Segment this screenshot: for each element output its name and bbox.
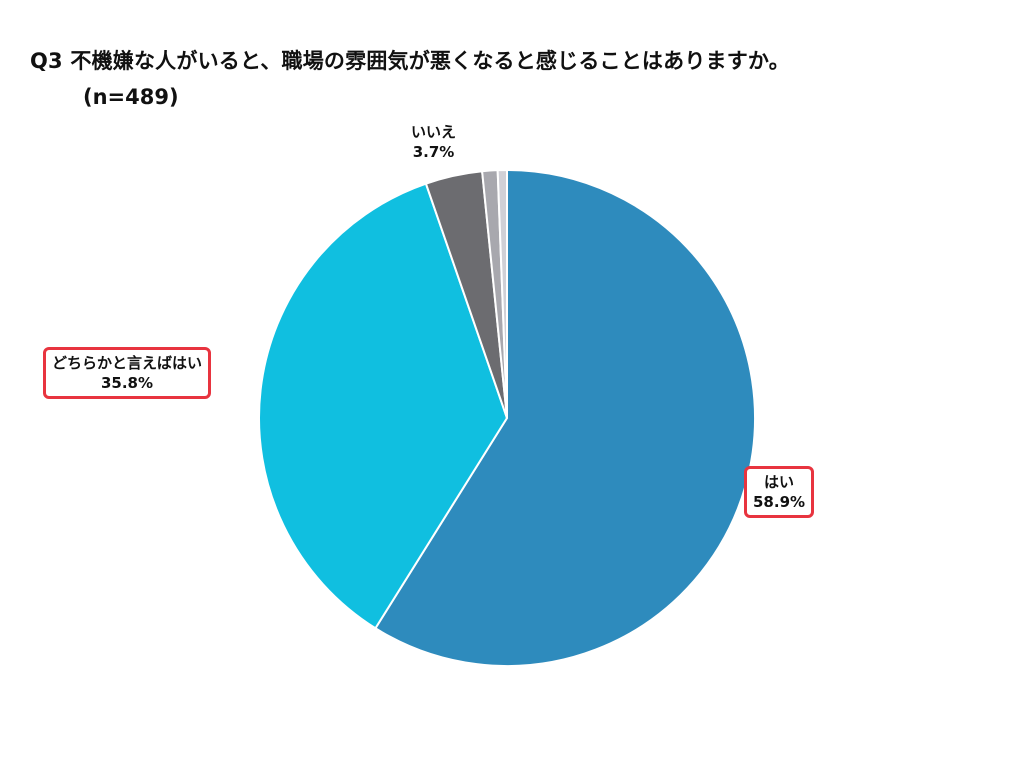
slice-label-iie-value: 3.7% xyxy=(412,143,455,161)
slice-label-iie: いいえ 3.7% xyxy=(411,122,457,162)
slice-label-dochiraka-name: どちらかと言えばはい xyxy=(52,354,203,372)
chart-sample-size: (n=489) xyxy=(83,85,179,109)
slice-label-hai: はい 58.9% xyxy=(744,466,815,518)
slice-label-dochiraka: どちらかと言えばはい 35.8% xyxy=(43,347,212,399)
pie-slice-1 xyxy=(258,182,509,630)
chart-title: Q3 不機嫌な人がいると、職場の雰囲気が悪くなると感じることはありますか。 xyxy=(30,49,790,73)
slice-label-hai-value: 58.9% xyxy=(753,493,806,511)
pie-slice-4 xyxy=(496,168,508,419)
slice-label-hai-name: はい xyxy=(764,473,795,491)
slice-label-iie-name: いいえ xyxy=(411,123,457,141)
slice-label-dochiraka-value: 35.8% xyxy=(100,374,154,392)
